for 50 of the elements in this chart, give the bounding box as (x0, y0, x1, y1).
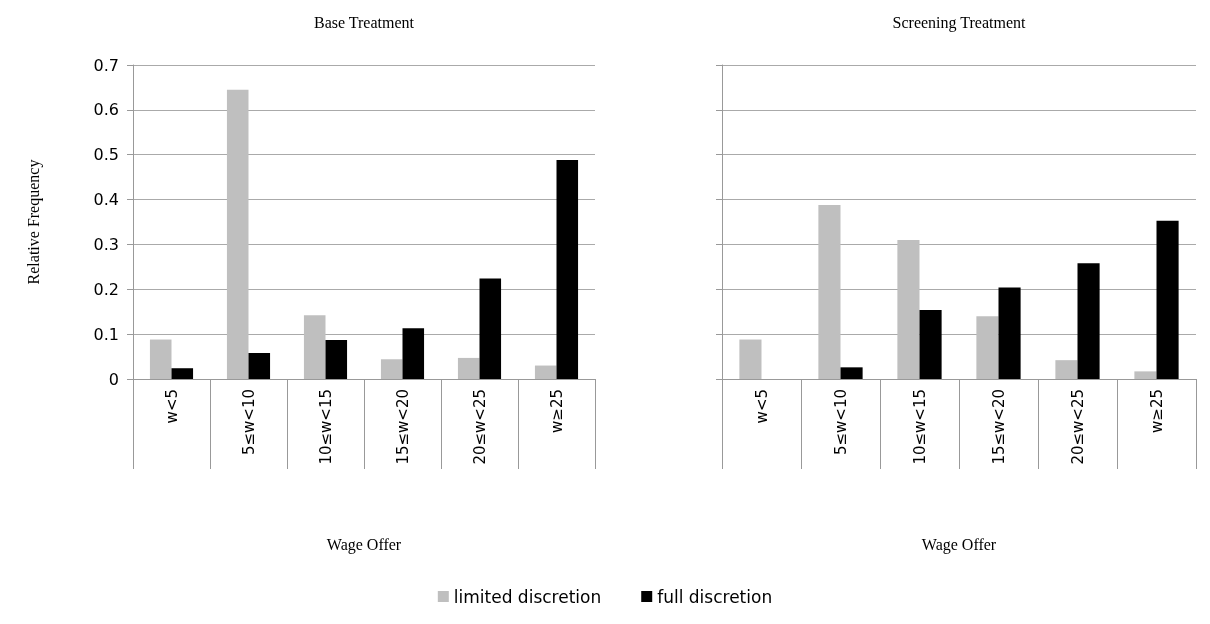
bar (534, 365, 557, 379)
bar (1077, 263, 1100, 379)
chart-title: Base Treatment (314, 13, 415, 31)
bar (976, 316, 999, 379)
x-tick-label: 10≤w<15 (910, 389, 929, 465)
bar (818, 204, 841, 379)
x-axis-title: Wage Offer (326, 535, 402, 554)
y-tick-label: 0.6 (93, 100, 119, 120)
bar (325, 339, 348, 379)
bar (998, 287, 1021, 379)
bar (402, 328, 425, 379)
y-tick-label: 0 (108, 369, 119, 389)
bar (457, 357, 480, 379)
x-tick-label: 20≤w<25 (1068, 389, 1087, 465)
bar (226, 89, 249, 379)
x-tick-label: 5≤w<10 (831, 389, 850, 456)
legend-label: full discretion (657, 586, 773, 607)
y-axis-title: Relative Frequency (24, 159, 43, 285)
bar (1156, 220, 1179, 379)
bar (1055, 360, 1078, 379)
bar (303, 315, 326, 379)
y-tick-label: 0.3 (93, 234, 119, 254)
x-tick-label: w<5 (752, 389, 771, 424)
x-tick-label: 15≤w<20 (393, 389, 412, 465)
bar (556, 160, 579, 379)
bar (897, 239, 920, 379)
x-tick-label: 15≤w<20 (989, 389, 1008, 465)
y-tick-label: 0.5 (93, 145, 119, 165)
x-tick-label: w≥25 (1147, 389, 1166, 433)
y-tick-label: 0.2 (93, 279, 119, 299)
x-tick-label: 20≤w<25 (470, 389, 489, 465)
bar (919, 309, 942, 379)
y-tick-label: 0.1 (93, 324, 119, 344)
bar (149, 339, 172, 379)
y-tick-label: 0.7 (93, 55, 119, 75)
x-axis-title: Wage Offer (921, 535, 997, 554)
bar (479, 278, 502, 379)
x-tick-label: 5≤w<10 (239, 389, 258, 456)
x-tick-label: w<5 (162, 389, 181, 424)
chart-title: Screening Treatment (892, 13, 1026, 32)
bar (171, 368, 194, 379)
bar (739, 339, 762, 379)
bar (840, 367, 863, 379)
x-tick-label: 10≤w<15 (316, 389, 335, 465)
x-tick-label: w≥25 (547, 389, 566, 433)
bar (248, 352, 271, 379)
legend-label: limited discretion (453, 586, 602, 607)
bar (1134, 371, 1157, 379)
bar (380, 359, 403, 379)
y-tick-label: 0.4 (93, 190, 119, 210)
